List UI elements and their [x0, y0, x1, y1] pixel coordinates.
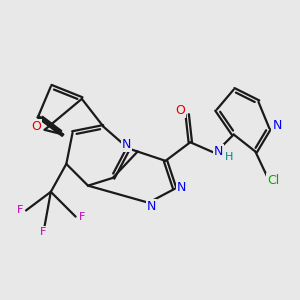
- Text: N: N: [177, 181, 186, 194]
- Text: F: F: [79, 212, 85, 222]
- Text: F: F: [16, 206, 23, 215]
- Text: N: N: [147, 200, 156, 213]
- Text: F: F: [40, 226, 46, 236]
- Text: O: O: [176, 104, 185, 117]
- Text: N: N: [272, 119, 282, 132]
- Text: N: N: [214, 145, 224, 158]
- Text: H: H: [225, 152, 233, 162]
- Text: N: N: [122, 138, 131, 151]
- Text: O: O: [31, 120, 41, 133]
- Text: Cl: Cl: [267, 175, 280, 188]
